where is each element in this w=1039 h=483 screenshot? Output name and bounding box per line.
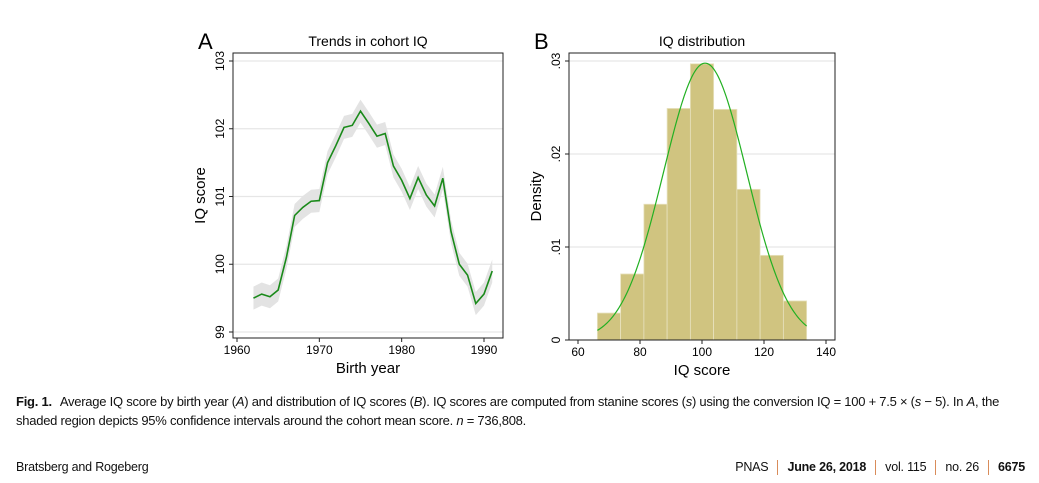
- x-tick-label: 100: [692, 345, 712, 359]
- y-tick-label: 102: [213, 118, 227, 138]
- y-tick-label: .02: [549, 145, 563, 162]
- y-tick-label: 103: [213, 51, 227, 71]
- footer-date: June 26, 2018: [787, 460, 867, 474]
- caption-segment: A: [966, 394, 976, 409]
- panel-label: A: [198, 29, 213, 54]
- separator: [987, 460, 989, 475]
- caption-segment: B: [413, 394, 423, 409]
- histogram-bar: [643, 203, 668, 341]
- histogram-bar: [596, 312, 622, 341]
- plot-frame: [232, 52, 504, 339]
- y-tick-label: .01: [549, 238, 563, 255]
- caption-segment: ). IQ scores are computed from stanine s…: [422, 394, 686, 409]
- x-tick-label: 1990: [471, 343, 498, 357]
- x-tick-label: 80: [633, 345, 647, 359]
- caption-segment: ) and distribution of IQ scores (: [244, 394, 414, 409]
- caption-segment: s: [685, 394, 693, 409]
- x-tick-label: 140: [816, 345, 836, 359]
- chart-title: Trends in cohort IQ: [308, 33, 427, 49]
- caption-segment: − 5). In: [921, 394, 967, 409]
- y-tick-label: .03: [549, 52, 563, 69]
- x-tick-label: 1960: [224, 343, 251, 357]
- caption-segment: = 736,808.: [463, 413, 527, 428]
- caption-segment: , the shaded region depicts 95% confiden…: [16, 394, 1000, 428]
- histogram-bar: [689, 63, 715, 341]
- footer-page: 6675: [997, 460, 1025, 474]
- footer-citation: PNAS June 26, 2018 vol. 115 no. 26 6675: [735, 460, 1025, 475]
- y-axis-label: IQ score: [192, 167, 209, 224]
- caption-segment: n: [456, 413, 464, 428]
- caption-segment: Average IQ score by birth year (: [59, 394, 236, 409]
- panel-label: B: [534, 29, 549, 54]
- caption-text: Average IQ score by birth year (A) and d…: [16, 394, 999, 428]
- x-tick-label: 1970: [306, 343, 333, 357]
- y-tick-label: 99: [213, 325, 227, 339]
- y-tick-label: 0: [549, 336, 563, 343]
- x-axis-label: Birth year: [336, 360, 400, 377]
- footer-volume: vol. 115: [885, 460, 927, 474]
- caption-segment: ) using the conversion IQ = 100 + 7.5 × …: [691, 394, 915, 409]
- y-tick-label: 101: [213, 186, 227, 206]
- x-tick-label: 60: [571, 345, 585, 359]
- x-tick-label: 1980: [388, 343, 415, 357]
- series-line: [253, 109, 493, 306]
- histogram-bar: [713, 108, 738, 341]
- caption-segment: A: [235, 394, 245, 409]
- normal-curve: [597, 62, 808, 331]
- y-axis-label: Density: [528, 171, 545, 222]
- footer-authors: Bratsberg and Rogeberg: [16, 460, 149, 474]
- separator: [935, 460, 937, 475]
- x-axis-label: IQ score: [674, 362, 731, 379]
- separator: [875, 460, 877, 475]
- chart-title: IQ distribution: [659, 33, 745, 49]
- figure: 1960 1970 1980 1990 99 100 101 102 103 Trends in …: [192, 29, 836, 379]
- confidence-band: [253, 99, 493, 316]
- histogram-bar: [620, 273, 645, 341]
- caption-segment: s: [914, 394, 922, 409]
- y-tick-label: 100: [213, 254, 227, 274]
- caption-label: Fig. 1.: [16, 394, 52, 409]
- footer-journal: PNAS: [735, 460, 769, 474]
- histogram-bar: [782, 300, 808, 341]
- separator: [777, 460, 779, 475]
- footer-issue: no. 26: [945, 460, 979, 474]
- histogram-bar: [759, 254, 784, 341]
- figure-caption: Fig. 1. Average IQ score by birth year (A…: [16, 392, 1031, 430]
- x-tick-label: 120: [754, 345, 774, 359]
